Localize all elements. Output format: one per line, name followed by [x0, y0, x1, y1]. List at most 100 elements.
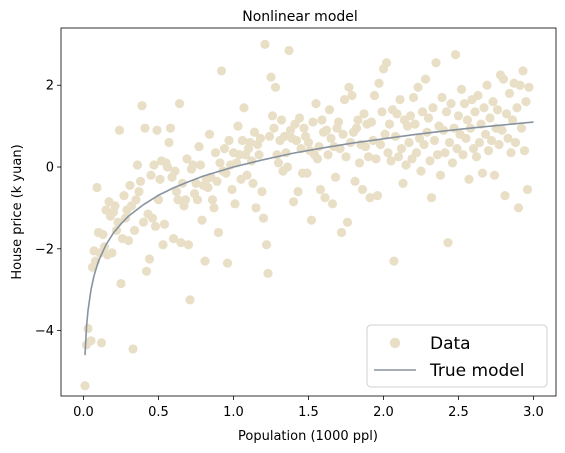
data-point-288: [513, 203, 524, 213]
data-point-141: [293, 186, 303, 197]
data-point-213: [401, 160, 411, 170]
scatter-series: [80, 39, 534, 391]
data-point-174: [342, 217, 353, 227]
y-tick-label-0: −4: [35, 324, 54, 339]
data-point-117: [257, 186, 267, 197]
data-point-177: [347, 90, 357, 101]
data-point-101: [233, 121, 243, 131]
data-point-171: [338, 129, 348, 139]
data-point-206: [390, 131, 401, 141]
data-point-234: [432, 150, 443, 160]
legend: Data True model: [366, 324, 548, 388]
data-point-241: [443, 238, 453, 248]
data-point-219: [410, 119, 420, 129]
data-point-190: [366, 117, 377, 127]
x-tick-label-4: 2.0: [373, 405, 394, 420]
data-point-197: [377, 107, 387, 117]
data-point-69: [185, 295, 195, 305]
data-point-61: [173, 195, 183, 205]
data-point-265: [479, 103, 489, 113]
plot-area: [60, 27, 557, 397]
data-point-266: [480, 129, 491, 139]
data-point-268: [483, 146, 494, 156]
data-point-233: [431, 58, 441, 68]
data-point-262: [474, 137, 485, 148]
data-point-280: [501, 109, 512, 119]
data-point-111: [248, 178, 258, 188]
data-point-172: [339, 94, 350, 105]
data-point-166: [330, 172, 341, 182]
data-point-7: [92, 182, 102, 193]
data-point-294: [522, 184, 533, 195]
data-point-23: [116, 278, 126, 289]
data-point-202: [384, 119, 395, 129]
data-point-254: [462, 115, 473, 125]
data-point-186: [360, 141, 371, 152]
data-point-261: [473, 90, 483, 101]
data-point-295: [524, 82, 534, 92]
data-point-237: [437, 92, 447, 103]
data-point-0: [80, 381, 90, 391]
data-point-226: [420, 74, 431, 84]
data-point-56: [165, 123, 176, 133]
data-point-17: [107, 248, 117, 258]
data-point-84: [207, 195, 218, 205]
data-point-260: [471, 152, 482, 162]
y-tick-label-3: 2: [46, 79, 54, 94]
data-point-229: [425, 156, 435, 166]
data-point-274: [492, 105, 503, 115]
data-point-97: [227, 184, 237, 195]
data-point-28: [123, 236, 134, 246]
data-point-54: [162, 162, 173, 172]
data-point-291: [518, 66, 528, 76]
data-point-125: [269, 123, 279, 133]
legend-label-data: Data: [430, 334, 471, 354]
data-point-157: [317, 115, 327, 125]
data-point-112: [249, 127, 260, 137]
data-point-290: [516, 123, 527, 133]
data-point-181: [353, 115, 363, 125]
data-point-68: [183, 240, 194, 250]
data-point-215: [404, 137, 414, 148]
x-tick-label-5: 2.5: [448, 405, 469, 420]
data-point-74: [192, 195, 203, 205]
x-axis-label: Population (1000 ppl): [238, 429, 378, 444]
data-point-3: [86, 336, 96, 346]
data-point-39: [140, 123, 150, 133]
data-point-132: [279, 131, 290, 141]
y-axis-ticks: −4 −2 0 2: [35, 79, 61, 339]
data-point-31: [128, 344, 138, 354]
data-point-34: [132, 160, 143, 170]
data-point-243: [446, 99, 456, 109]
data-point-199: [380, 129, 390, 139]
data-point-283: [506, 148, 516, 158]
data-point-19: [110, 201, 120, 211]
data-point-259: [470, 107, 480, 117]
data-point-220: [411, 148, 422, 158]
legend-marker-data: [389, 337, 401, 349]
data-point-66: [180, 195, 191, 205]
data-point-205: [389, 256, 399, 266]
data-point-270: [486, 135, 497, 146]
data-point-203: [386, 156, 396, 166]
data-point-36: [135, 176, 146, 186]
data-point-88: [213, 227, 224, 238]
data-point-269: [485, 113, 495, 123]
data-point-40: [141, 266, 152, 276]
data-point-185: [359, 109, 369, 119]
data-point-81: [203, 182, 213, 193]
data-point-195: [374, 78, 384, 88]
data-point-169: [335, 144, 345, 154]
data-point-175: [344, 82, 354, 92]
data-point-239: [440, 148, 450, 158]
data-point-134: [282, 162, 293, 172]
data-point-99: [230, 199, 240, 209]
data-point-67: [182, 154, 192, 164]
data-point-258: [468, 144, 479, 154]
data-point-130: [276, 115, 287, 125]
data-point-151: [308, 117, 318, 127]
data-point-218: [408, 92, 419, 103]
data-point-173: [341, 152, 351, 162]
data-point-118: [258, 213, 269, 223]
data-point-71: [188, 160, 198, 170]
